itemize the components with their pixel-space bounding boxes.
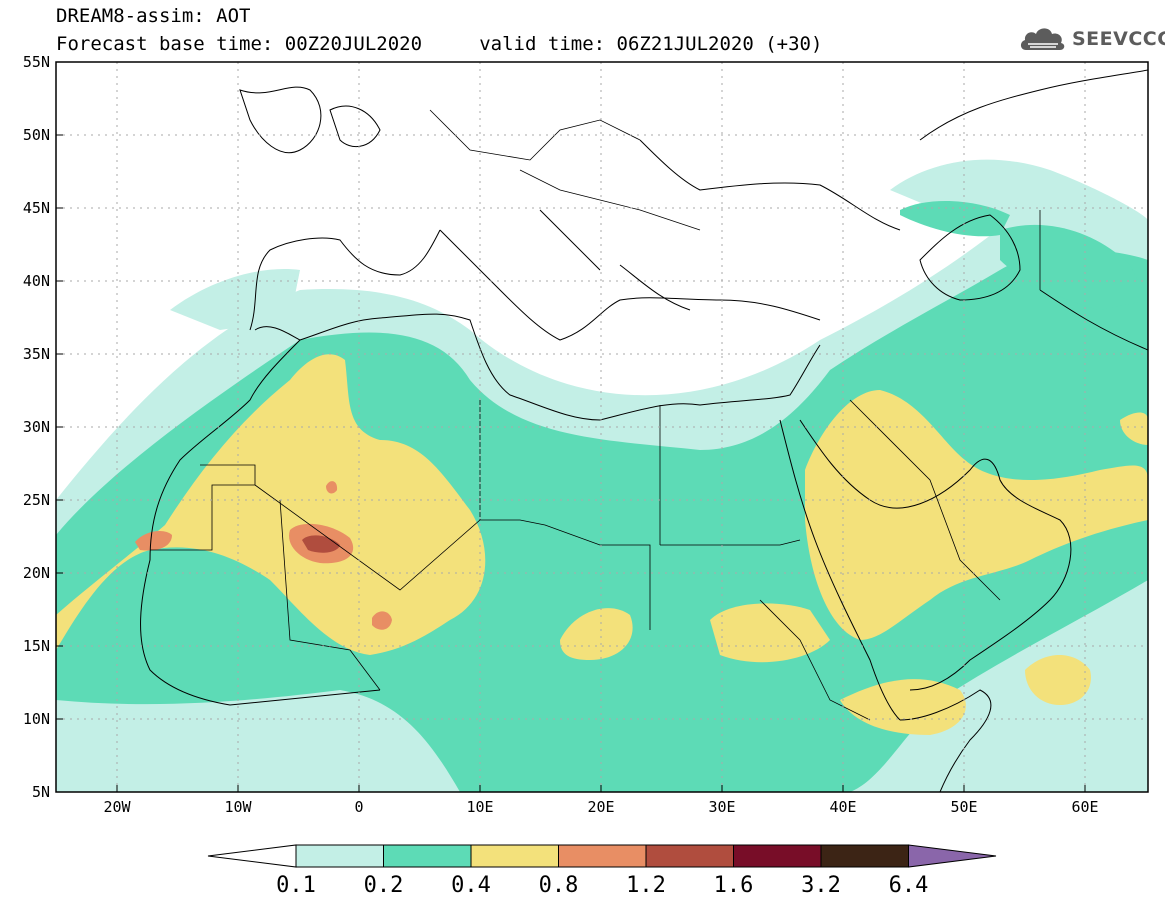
colorbar-segment	[558, 844, 647, 868]
lon-label: 40E	[829, 798, 856, 816]
colorbar-label: 3.2	[801, 873, 841, 898]
lat-label: 30N	[23, 418, 50, 436]
lon-label: 60E	[1071, 798, 1098, 816]
lat-label: 55N	[23, 53, 50, 71]
lat-label: 5N	[32, 783, 50, 801]
lat-labels: 55N 50N 45N 40N 35N 30N 25N 20N 15N 10N …	[23, 53, 50, 801]
gridlines	[56, 62, 1148, 792]
lon-label: 50E	[950, 798, 977, 816]
colorbar-label: 1.6	[714, 873, 754, 898]
colorbar-segment-below	[207, 844, 297, 868]
colorbar-segment-above	[908, 844, 997, 868]
lon-label: 20W	[103, 798, 131, 816]
colorbar-segment	[295, 844, 384, 868]
colorbar-segment	[470, 844, 559, 868]
colorbar: 0.1 0.2 0.4 0.8 1.2 1.6 3.2 6.4	[207, 844, 997, 898]
lon-label: 20E	[587, 798, 614, 816]
colorbar-segment	[383, 844, 472, 868]
colorbar-label: 0.4	[451, 873, 491, 898]
colorbar-label: 0.8	[539, 873, 579, 898]
colorbar-label: 1.2	[626, 873, 666, 898]
colorbar-segment	[820, 844, 909, 868]
lon-label: 10W	[224, 798, 252, 816]
logo-text: SEEVCCC	[1072, 28, 1165, 50]
lon-label: 0	[354, 798, 363, 816]
lat-label: 35N	[23, 345, 50, 363]
colorbar-label: 6.4	[889, 873, 929, 898]
colorbar-segment	[733, 844, 822, 868]
lon-label: 10E	[466, 798, 493, 816]
lat-label: 20N	[23, 564, 50, 582]
coastlines	[140, 69, 1148, 792]
lat-label: 50N	[23, 126, 50, 144]
colorbar-segment	[645, 844, 734, 868]
lon-labels: 20W 10W 0 10E 20E 30E 40E 50E 60E	[103, 798, 1098, 816]
lat-label: 25N	[23, 491, 50, 509]
lon-label: 30E	[708, 798, 735, 816]
borders	[150, 109, 1041, 721]
cloud-icon	[1020, 28, 1065, 50]
axis-ticks	[56, 134, 1086, 792]
lat-label: 15N	[23, 637, 50, 655]
colorbar-label: 0.2	[364, 873, 404, 898]
colorbar-label: 0.1	[276, 873, 316, 898]
logo: SEEVCCC	[1018, 24, 1165, 54]
lat-label: 10N	[23, 710, 50, 728]
lat-label: 40N	[23, 272, 50, 290]
lat-label: 45N	[23, 199, 50, 217]
title-times: Forecast base time: 00Z20JUL2020 valid t…	[56, 33, 823, 55]
title-model: DREAM8-assim: AOT	[56, 5, 251, 27]
